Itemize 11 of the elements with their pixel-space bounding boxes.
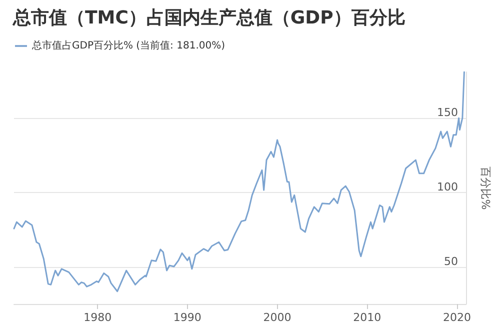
x-tick-label: 2000 <box>263 311 292 324</box>
x-tick-label: 1980 <box>84 311 112 324</box>
y-tick-label: 50 <box>444 254 458 268</box>
y-tick-label: 100 <box>437 180 458 194</box>
chart-title: 总市值（TMC）占国内生产总值（GDP）百分比 <box>12 8 406 28</box>
x-tick-label: 2020 <box>443 311 472 324</box>
y-axis-title: 百分比% <box>479 166 492 210</box>
x-tick-label: 1990 <box>173 311 202 324</box>
y-tick-label: 150 <box>437 106 458 120</box>
legend-label: 总市值占GDP百分比% (当前值: 181.00%) <box>31 40 226 52</box>
x-tick-label: 2010 <box>353 311 382 324</box>
